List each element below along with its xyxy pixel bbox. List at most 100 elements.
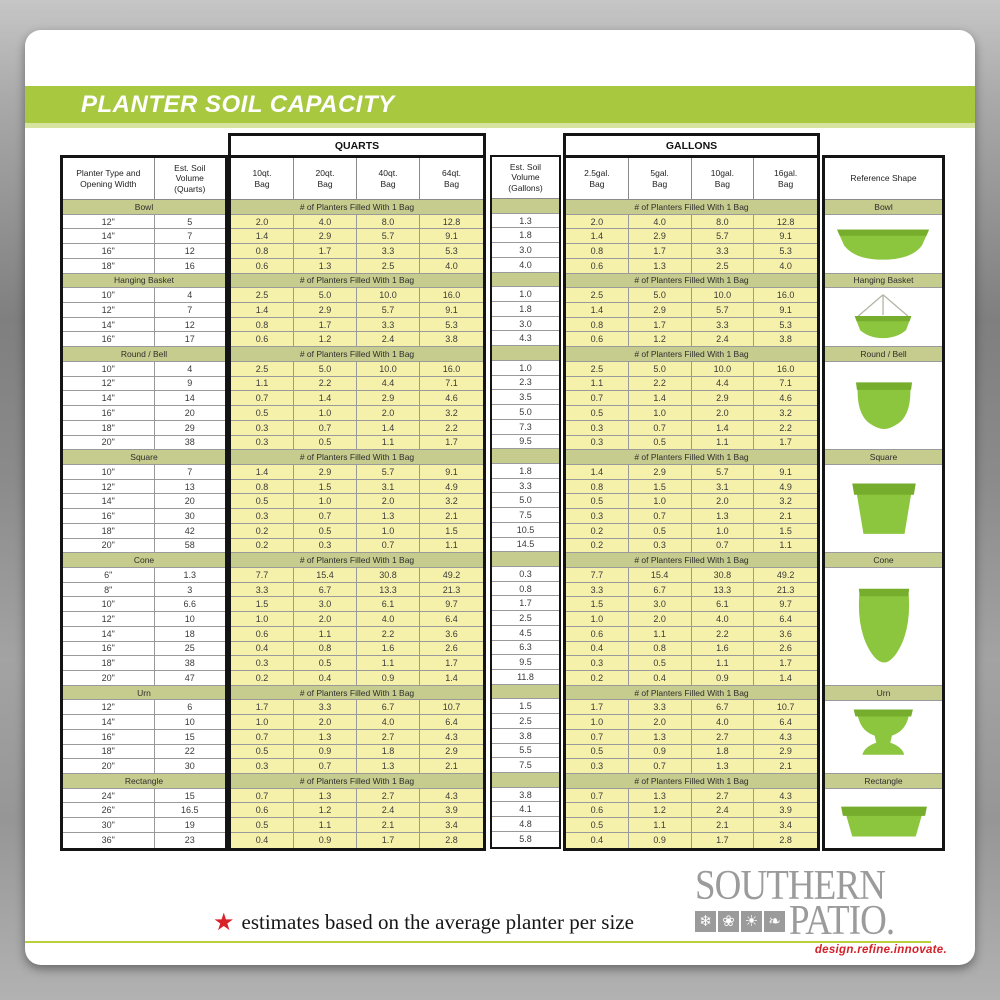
table-row: 1.7 3.3 6.7 10.7 (566, 700, 817, 716)
table-row: 0.6 1.1 2.2 3.6 (566, 626, 817, 642)
section-band: Square (63, 450, 225, 465)
est-gallons-cell: 4.1 (519, 804, 532, 815)
table-row: 1.4 2.9 5.7 9.1 (231, 303, 483, 318)
planters-filled-cell: 0.6 (566, 332, 629, 347)
planters-filled-cell: 0.3 (566, 759, 629, 774)
planters-filled-cell: 9.7 (420, 597, 483, 612)
table-row: 14" 7 (63, 229, 225, 245)
table-row: 0.5 1.0 2.0 3.2 (566, 406, 817, 421)
table-row: 0.8 1.5 3.1 4.9 (231, 479, 483, 495)
est-quarts-cell: 25 (184, 643, 195, 654)
est-gallons-cell: 3.5 (519, 392, 532, 403)
planters-filled-cell: 12.8 (754, 214, 817, 229)
est-gallons-cell: 1.0 (519, 289, 532, 300)
fill-band: # of Planters Filled With 1 Bag (566, 347, 817, 362)
planters-filled-cell: 0.5 (294, 656, 357, 670)
hanging-basket-shape-icon (825, 288, 942, 348)
planters-filled-cell: 1.7 (357, 832, 420, 848)
table-row: 0.3 0.5 1.1 1.7 (231, 435, 483, 451)
planters-filled-cell: 4.9 (420, 479, 483, 494)
planters-filled-cell: 1.7 (566, 700, 629, 715)
table-row: 3.0 (492, 243, 559, 258)
quarts-block: QUARTS 10qt. Bag 20qt. Bag 40qt. Bag 64qt. B… (228, 133, 486, 851)
planters-filled-cell: 1.7 (294, 244, 357, 258)
planters-filled-cell: 3.3 (628, 700, 692, 715)
planters-filled-cell: 1.6 (357, 641, 420, 656)
planters-filled-cell: 3.0 (628, 597, 692, 612)
table-row: 1.5 3.0 6.1 9.7 (231, 597, 483, 613)
fill-band: # of Planters Filled With 1 Bag (231, 685, 483, 701)
gallons-block: GALLONS 2.5gal. Bag 5gal. Bag 10gal. Bag 16g… (563, 133, 820, 851)
table-row: 10" 4 (63, 288, 225, 304)
planters-filled-cell: 3.1 (691, 479, 755, 494)
round-bell-shape-icon (825, 361, 942, 451)
table-row: 0.5 1.0 2.0 3.2 (231, 494, 483, 510)
planters-filled-cell: 30.8 (357, 567, 420, 582)
table-row: 0.4 0.8 1.6 2.6 (231, 641, 483, 657)
planters-filled-cell: 1.1 (566, 376, 629, 391)
table-row: 3.3 (492, 479, 559, 494)
opening-width-cell: 14" (63, 317, 155, 332)
planters-filled-cell: 1.3 (691, 509, 755, 523)
table-row: 10" 7 (63, 464, 225, 480)
planters-filled-cell: 0.3 (231, 509, 294, 523)
planters-filled-cell: 4.0 (628, 214, 692, 229)
planters-filled-cell: 1.4 (691, 420, 755, 435)
planters-filled-cell: 0.5 (231, 494, 294, 509)
planters-filled-cell: 1.7 (420, 656, 483, 670)
est-quarts-cell: 12 (184, 246, 195, 257)
planters-filled-cell: 0.8 (231, 479, 294, 494)
planter-type-block: Planter Type and Opening Width Est. Soil … (60, 155, 228, 851)
section-band-spacer (492, 449, 559, 464)
planters-filled-cell: 0.2 (566, 538, 629, 553)
est-quarts-cell: 58 (184, 540, 195, 551)
table-row: 1.1 2.2 4.4 7.1 (566, 376, 817, 392)
planters-filled-cell: 3.2 (420, 494, 483, 509)
planters-filled-cell: 2.9 (628, 303, 692, 317)
table-row: 26" 16.5 (63, 803, 225, 819)
table-row: 5.0 (492, 493, 559, 509)
planters-filled-cell: 1.4 (754, 671, 817, 685)
est-quarts-cell: 4 (187, 363, 193, 374)
planters-filled-cell: 6.4 (420, 612, 483, 626)
table-row: 1.7 3.3 6.7 10.7 (231, 700, 483, 716)
table-row: 0.2 0.4 0.9 1.4 (231, 671, 483, 686)
planters-filled-cell: 0.8 (566, 317, 629, 332)
table-row: 16" 17 (63, 332, 225, 348)
planters-filled-cell: 1.3 (294, 729, 357, 744)
planters-filled-cell: 3.8 (754, 332, 817, 347)
table-row: 0.7 1.3 2.7 4.3 (566, 729, 817, 745)
planters-filled-cell: 6.7 (691, 700, 755, 715)
planters-filled-cell: 0.3 (566, 656, 629, 670)
planters-filled-cell: 3.3 (294, 700, 357, 715)
planters-filled-cell: 0.4 (628, 671, 692, 685)
planters-filled-cell: 15.4 (628, 567, 692, 582)
est-soil-quarts-header: Est. Soil Volume (Quarts) (174, 163, 206, 194)
est-quarts-cell: 10 (184, 717, 195, 728)
planters-filled-cell: 5.3 (420, 244, 483, 258)
fill-band: # of Planters Filled With 1 Bag (566, 553, 817, 568)
table-row: 0.8 1.7 3.3 5.3 (231, 244, 483, 259)
planters-filled-cell: 0.6 (231, 332, 294, 347)
planters-filled-cell: 2.9 (294, 464, 357, 479)
planters-filled-cell: 1.5 (294, 479, 357, 494)
est-gallons-block: Est. Soil Volume (Gallons) 1.3 1.8 3.0 4.0 1.… (490, 155, 561, 849)
footnote: ★ estimates based on the average planter… (213, 910, 634, 935)
planters-filled-cell: 0.9 (294, 832, 357, 848)
planters-filled-cell: 1.0 (566, 612, 629, 626)
table-row: 0.3 0.7 1.4 2.2 (566, 420, 817, 436)
planters-filled-cell: 2.2 (294, 376, 357, 391)
table-row: 3.0 (492, 317, 559, 332)
table-row: 0.2 0.3 0.7 1.1 (231, 538, 483, 554)
planters-filled-cell: 2.0 (566, 214, 629, 229)
table-row: 0.5 0.9 1.8 2.9 (231, 744, 483, 760)
est-gallons-cell: 3.0 (519, 318, 532, 329)
planters-filled-cell: 2.6 (420, 641, 483, 656)
planters-filled-cell: 6.4 (754, 715, 817, 729)
est-soil-gallons-header: Est. Soil Volume (Gallons) (508, 162, 543, 193)
urn-shape-icon (825, 700, 942, 775)
table-row: 1.0 2.0 4.0 6.4 (566, 612, 817, 627)
planters-filled-cell: 0.5 (566, 818, 629, 832)
planters-filled-cell: 0.9 (628, 832, 692, 848)
planters-filled-cell: 4.0 (754, 258, 817, 273)
